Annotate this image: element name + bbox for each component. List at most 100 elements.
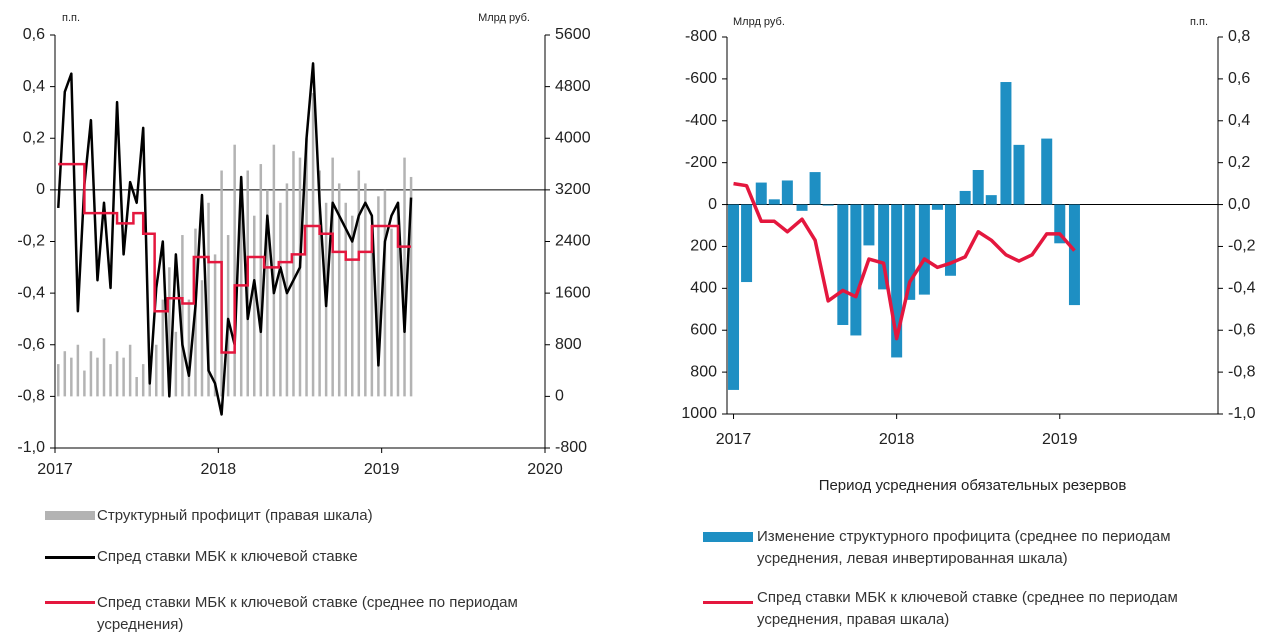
- y-tick-label: -0,8: [17, 388, 45, 405]
- legend-label: Спред ставки МБК к ключевой ставке: [97, 548, 358, 565]
- y2-tick-label: 0: [555, 388, 564, 405]
- bar: [239, 202, 243, 397]
- bar: [781, 180, 793, 205]
- y2-tick-label: 4000: [555, 129, 591, 146]
- y2-tick-label: -0,2: [1228, 238, 1256, 255]
- bar: [364, 183, 367, 397]
- bar: [128, 344, 132, 397]
- bar: [141, 364, 145, 397]
- y2-tick-label: -0,4: [1228, 280, 1256, 297]
- bar: [1041, 138, 1053, 205]
- bar: [741, 204, 753, 283]
- bar: [279, 202, 282, 397]
- legend-swatch: [703, 532, 753, 542]
- bar: [318, 170, 321, 397]
- bar: [89, 351, 93, 397]
- x-tick-label: 2020: [527, 461, 563, 478]
- y-tick-label: -200: [685, 154, 717, 171]
- bar: [878, 204, 890, 290]
- y-tick-label: -400: [685, 112, 717, 129]
- y-tick-label: -0,6: [17, 336, 45, 353]
- bar: [148, 383, 151, 397]
- bar: [187, 299, 191, 397]
- bar: [200, 280, 204, 397]
- bar: [233, 144, 236, 397]
- x-tick-label: 2018: [879, 431, 915, 448]
- bar: [944, 204, 956, 276]
- bar: [331, 157, 334, 397]
- bar: [292, 151, 295, 397]
- y-tick-label: 800: [690, 363, 717, 380]
- y-tick-label: -800: [685, 28, 717, 45]
- legend-swatch: [45, 556, 95, 559]
- bar: [311, 93, 315, 397]
- bar: [904, 204, 916, 300]
- bar: [168, 267, 171, 397]
- bar: [57, 364, 60, 397]
- legend-label: Спред ставки МБК к ключевой ставке (сред…: [757, 589, 1178, 628]
- bar: [109, 364, 112, 397]
- y2-tick-label: 0,8: [1228, 28, 1250, 45]
- bar: [298, 157, 302, 397]
- bar: [155, 344, 158, 397]
- bar: [83, 370, 86, 397]
- y2-unit: п.п.: [1190, 16, 1208, 28]
- legend-label: Изменение структурного профицита (средне…: [757, 528, 1171, 567]
- y2-tick-label: 0,4: [1228, 112, 1250, 129]
- bar: [383, 189, 387, 397]
- x-tick-label: 2017: [37, 461, 73, 478]
- y-tick-label: -1,0: [17, 439, 45, 456]
- y2-tick-label: 1600: [555, 284, 591, 301]
- bar: [253, 215, 256, 397]
- bar: [96, 357, 99, 397]
- y-tick-label: 400: [690, 280, 717, 297]
- bar: [768, 199, 780, 205]
- bar: [1000, 82, 1012, 205]
- y-tick-label: 0: [708, 196, 717, 213]
- y-tick-label: 1000: [681, 405, 717, 422]
- bar: [161, 299, 165, 397]
- bar: [370, 241, 374, 397]
- bar: [122, 357, 125, 397]
- bar: [213, 254, 217, 397]
- bar: [357, 170, 361, 397]
- y2-tick-label: 5600: [555, 26, 591, 43]
- bar: [1054, 204, 1066, 244]
- bar: [181, 235, 184, 397]
- bar: [226, 235, 230, 397]
- y-tick-label: 600: [690, 321, 717, 338]
- y-tick-label: 0: [36, 181, 45, 198]
- bar: [863, 204, 875, 246]
- x-tick-label: 2019: [364, 461, 400, 478]
- y2-tick-label: -1,0: [1228, 405, 1256, 422]
- bar: [266, 189, 269, 397]
- step-line: [58, 162, 411, 354]
- y-tick-label: 0,6: [23, 26, 45, 43]
- bar: [931, 204, 943, 210]
- y2-tick-label: 3200: [555, 181, 591, 198]
- bar: [1013, 144, 1025, 205]
- y-unit: п.п.: [62, 12, 80, 24]
- y2-tick-label: -0,8: [1228, 363, 1256, 380]
- bar: [796, 204, 808, 211]
- y2-tick-label: -800: [555, 439, 587, 456]
- bar: [174, 331, 178, 397]
- bar: [850, 204, 862, 336]
- bar: [396, 202, 400, 397]
- bar: [809, 172, 821, 205]
- bar: [409, 176, 413, 397]
- y-tick-label: 200: [690, 238, 717, 255]
- bar: [135, 377, 138, 397]
- legend-swatch: [703, 601, 753, 604]
- bar: [337, 183, 341, 397]
- y2-tick-label: 800: [555, 336, 582, 353]
- legend-swatch: [45, 601, 95, 604]
- bar: [755, 182, 767, 205]
- bar: [102, 338, 106, 397]
- bar: [305, 138, 308, 397]
- x-label: Период усреднения обязательных резервов: [819, 477, 1127, 494]
- bar: [972, 169, 984, 205]
- bar: [728, 204, 740, 390]
